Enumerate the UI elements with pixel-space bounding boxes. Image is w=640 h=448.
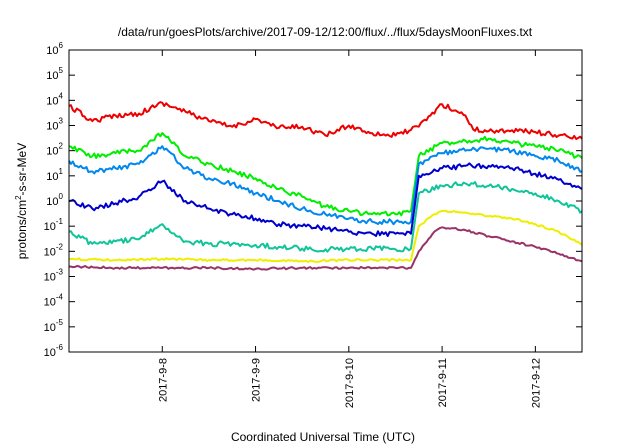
y-tick-label: 105 — [46, 66, 63, 82]
series-line-2 — [68, 132, 583, 217]
series-line-7 — [68, 226, 583, 271]
series-line-1 — [68, 101, 583, 140]
y-tick-label: 106 — [46, 41, 63, 57]
y-tick-label: 10-6 — [44, 343, 64, 359]
series-line-4 — [68, 162, 583, 237]
x-axis: 2017-9-8 2017-9-9 2017-9-10 2017-9-11 2017-9… — [157, 50, 542, 408]
series-line-6 — [68, 209, 583, 264]
y-tick-label: 101 — [46, 167, 63, 183]
y-tick-label: 100 — [46, 192, 63, 208]
y-tick-label: 10-4 — [44, 293, 64, 309]
x-tick-label: 2017-9-9 — [251, 358, 263, 402]
y-tick-label: 10-1 — [44, 217, 64, 233]
series-line-3 — [68, 145, 583, 226]
plot-frame — [68, 49, 583, 353]
y-tick-label: 102 — [46, 142, 63, 158]
y-tick-label: 10-5 — [44, 318, 64, 334]
y-tick-label: 10-2 — [44, 242, 64, 258]
y-tick-label: 104 — [46, 91, 63, 107]
x-tick-label: 2017-9-11 — [437, 358, 449, 407]
x-tick-label: 2017-9-8 — [157, 358, 169, 402]
y-axis: 10-6 10-5 10-4 10-3 10-2 10-1 100 101 102 103 104 1… — [44, 41, 582, 359]
y-tick-label: 10-3 — [44, 268, 64, 284]
plot-series — [68, 101, 583, 271]
y-tick-label: 103 — [46, 117, 63, 133]
series-line-5 — [68, 181, 583, 253]
x-tick-label: 2017-9-12 — [530, 358, 542, 408]
chart-title: /data/run/goesPlots/archive/2017-09-12/1… — [118, 25, 533, 39]
x-tick-label: 2017-9-10 — [344, 358, 356, 408]
x-axis-label: Coordinated Universal Time (UTC) — [231, 430, 415, 444]
y-axis-label: protons/cm2-s-sr-MeV — [14, 143, 29, 259]
